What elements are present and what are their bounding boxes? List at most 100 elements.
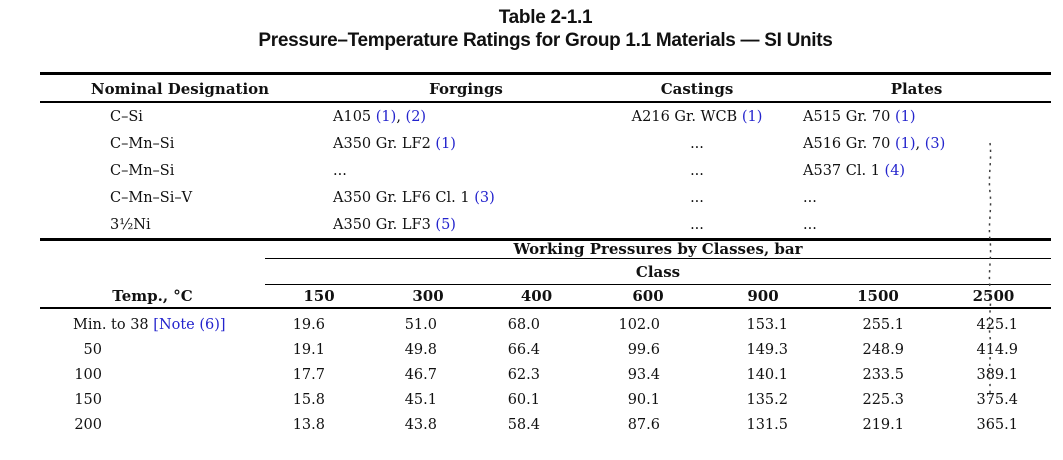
pressure-value-cell: 46.7 [404, 367, 437, 383]
designation-cell: 3½Ni [110, 216, 151, 233]
designation-cell: C–Si [110, 108, 143, 125]
table-row: 50 19.1 49.8 66.4 99.6 149.3 248.9 414.9 [40, 338, 1051, 363]
pressure-value-cell: 375.4 [976, 392, 1018, 408]
pressure-value-cell: 87.6 [627, 417, 660, 433]
plates-cell: A516 Gr. 70 (1), (3) [782, 136, 1051, 152]
note-ref-link[interactable]: (1) [894, 135, 916, 152]
pressure-value-cell: 233.5 [862, 367, 904, 383]
temp-value: 150 [74, 392, 102, 408]
materials-table: Nominal Designation Forgings Castings Pl… [40, 72, 1051, 241]
note-ref-link[interactable]: (3) [474, 189, 495, 206]
text-segment: ... [690, 216, 704, 233]
temp-value: 200 [74, 417, 102, 433]
table-row: 3½Ni A350 Gr. LF3 (5)...... [40, 211, 1051, 238]
pressure-value-cell: 414.9 [976, 342, 1018, 358]
plates-cell: ... [782, 190, 1051, 206]
col-header-castings: Castings [660, 80, 734, 98]
temp-column-header: Temp., °C [112, 286, 193, 305]
table-row: 150 15.8 45.1 60.1 90.1 135.2 225.3 375.4 [40, 388, 1051, 413]
pressure-value-cell: 365.1 [976, 417, 1018, 433]
table-row: C–Si A105 (1), (2) A216 Gr. WCB (1) A515 Gr… [40, 103, 1051, 130]
class-value: 400 [520, 286, 553, 305]
temp-value: 100 [74, 367, 102, 383]
text-segment: A105 [333, 108, 376, 125]
class-value: 2500 [972, 286, 1015, 305]
text-segment: Min. to 38 [73, 317, 154, 333]
text-segment: ... [690, 135, 704, 152]
pressure-value-cell: 60.1 [507, 392, 540, 408]
temp-cell: 100 [40, 367, 265, 383]
materials-header-row: Nominal Designation Forgings Castings Pl… [40, 75, 1051, 103]
class-header: Class [265, 259, 1051, 285]
note-ref-link[interactable]: (1) [435, 135, 456, 152]
forgings-cell: A350 Gr. LF2 (1) [320, 136, 612, 152]
castings-cell: ... [612, 190, 782, 206]
pressure-value-cell: 13.8 [292, 417, 325, 433]
pressure-value-cell: 140.1 [746, 367, 788, 383]
note-ref-link[interactable]: (1) [375, 108, 397, 125]
pressure-value-cell: 49.8 [404, 342, 437, 358]
pressure-value-cell: 225.3 [862, 392, 904, 408]
table-row: 100 17.7 46.7 62.3 93.4 140.1 233.5 389.1 [40, 363, 1051, 388]
temp-cell: 200 [40, 417, 265, 433]
castings-cell: ... [612, 217, 782, 233]
pressure-value-cell: 43.8 [404, 417, 437, 433]
materials-body: C–Si A105 (1), (2) A216 Gr. WCB (1) A515 Gr… [40, 103, 1051, 238]
note-ref-link[interactable]: [Note (6)] [153, 317, 226, 333]
castings-cell: A216 Gr. WCB (1) [612, 109, 782, 125]
pressure-value-cell: 19.6 [292, 317, 325, 333]
class-value: 300 [412, 286, 444, 305]
text-segment: , [396, 108, 406, 125]
pressure-value-cell: 99.6 [627, 342, 660, 358]
pressure-value-cell: 68.0 [507, 317, 540, 333]
text-segment: A537 Cl. 1 [803, 162, 885, 179]
note-ref-link[interactable]: (5) [435, 216, 456, 233]
table-row: Min. to 38 [Note (6)] 19.6 51.0 68.0 102.0 15… [40, 313, 1051, 338]
text-segment: A216 Gr. WCB [631, 108, 742, 125]
class-columns-row: Temp., °C 150 300 400 600 900 1500 2500 [40, 285, 1051, 309]
table-row: C–Mn–Si...... A537 Cl. 1 (4) [40, 157, 1051, 184]
castings-cell: ... [612, 136, 782, 152]
pressure-value-cell: 248.9 [862, 342, 904, 358]
pressure-data-body: Min. to 38 [Note (6)] 19.6 51.0 68.0 102.0 15… [40, 309, 1051, 438]
text-segment: ... [690, 162, 704, 179]
temp-cell: 50 [40, 342, 265, 358]
pressure-value-cell: 93.4 [627, 367, 660, 383]
pressure-value-cell: 19.1 [292, 342, 325, 358]
text-segment: A515 Gr. 70 [803, 108, 895, 125]
text-segment: A350 Gr. LF3 [333, 216, 436, 233]
note-ref-link[interactable]: (2) [405, 108, 427, 125]
text-segment: ... [333, 162, 347, 179]
pressure-value-cell: 153.1 [746, 317, 788, 333]
pressure-value-cell: 149.3 [746, 342, 788, 358]
class-value: 150 [303, 286, 335, 305]
pressure-value-cell: 255.1 [862, 317, 904, 333]
pressure-value-cell: 51.0 [404, 317, 437, 333]
class-value: 1500 [857, 286, 899, 305]
note-ref-link[interactable]: (1) [741, 108, 763, 125]
text-segment: , [915, 135, 925, 152]
castings-cell: ... [612, 163, 782, 179]
pressure-value-cell: 135.2 [746, 392, 788, 408]
note-ref-link[interactable]: (4) [884, 162, 906, 179]
pressure-value-cell: 62.3 [507, 367, 540, 383]
note-ref-link[interactable]: (1) [894, 108, 916, 125]
working-pressures-header: Working Pressures by Classes, bar [265, 241, 1051, 259]
designation-cell: C–Mn–Si–V [110, 189, 193, 206]
forgings-cell: A350 Gr. LF6 Cl. 1 (3) [320, 190, 612, 206]
pressure-value-cell: 45.1 [404, 392, 437, 408]
text-segment: ... [803, 216, 817, 233]
pressure-value-cell: 389.1 [976, 367, 1018, 383]
pressure-value-cell: 58.4 [507, 417, 540, 433]
pressure-value-cell: 425.1 [976, 317, 1018, 333]
col-header-nominal-designation: Nominal Designation [90, 80, 270, 98]
table-row: C–Mn–Si A350 Gr. LF2 (1)... A516 Gr. 70 (1… [40, 130, 1051, 157]
table-row: C–Mn–Si–V A350 Gr. LF6 Cl. 1 (3)...... [40, 184, 1051, 211]
note-ref-link[interactable]: (3) [924, 135, 946, 152]
pressure-value-cell: 219.1 [862, 417, 904, 433]
temp-value: 50 [83, 342, 102, 358]
plates-cell: A515 Gr. 70 (1) [782, 109, 1051, 125]
text-segment: ... [803, 189, 817, 206]
designation-cell: C–Mn–Si [110, 135, 175, 152]
forgings-cell: A105 (1), (2) [320, 109, 612, 125]
